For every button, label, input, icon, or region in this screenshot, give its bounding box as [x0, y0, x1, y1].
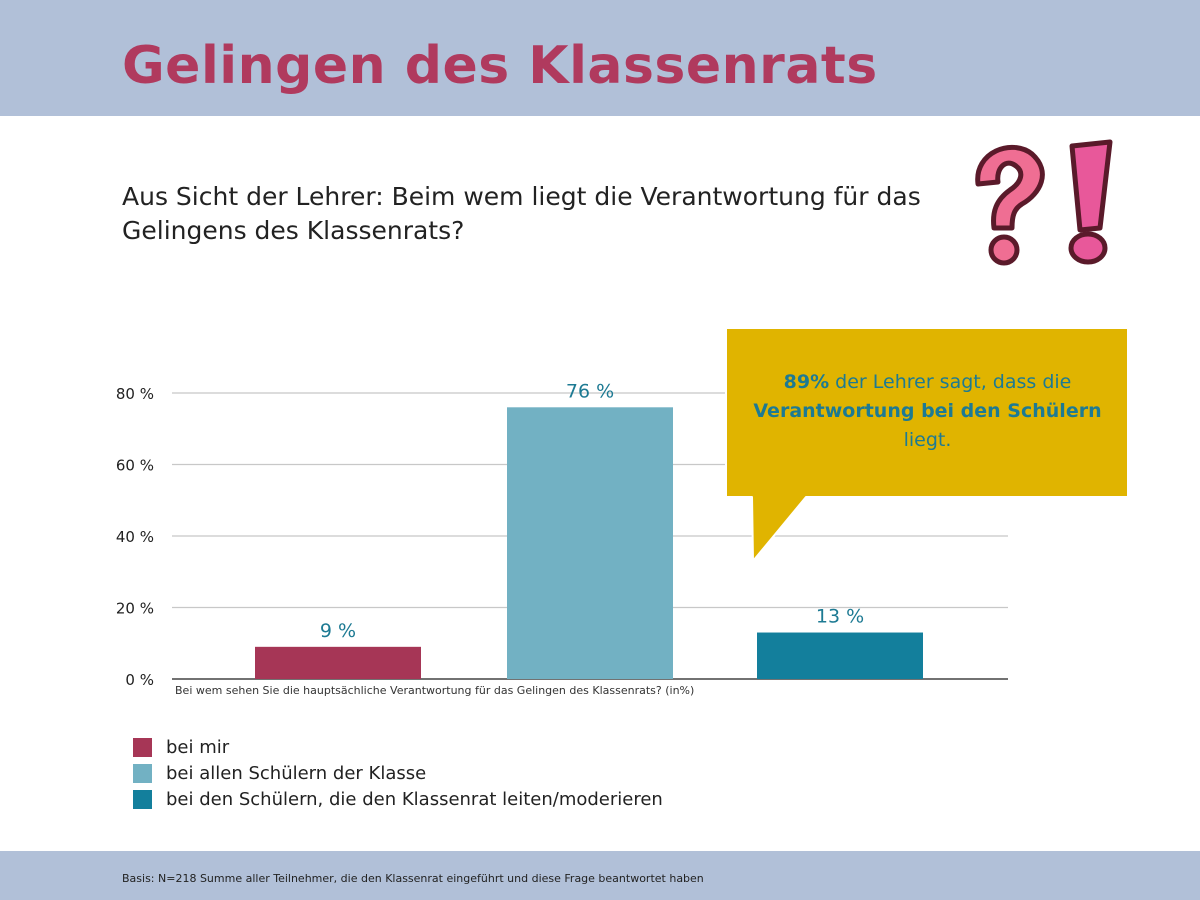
callout-percent: 89% [783, 371, 830, 393]
y-tick-label: 20 % [116, 600, 154, 618]
question-exclamation-icon [975, 139, 1113, 266]
header-band [0, 0, 1200, 116]
callout-text: 89% der Lehrer sagt, dass die Verantwort… [740, 368, 1115, 455]
chart-subtitle: Aus Sicht der Lehrer: Beim wem liegt die… [122, 182, 921, 245]
legend-item-bei-mir: bei mir [133, 734, 663, 760]
legend-label: bei allen Schülern der Klasse [166, 762, 427, 784]
bar-value-label: 9 % [320, 620, 356, 642]
bar [507, 407, 673, 679]
y-tick-label: 40 % [116, 528, 154, 546]
footer-band [0, 851, 1200, 900]
callout-emphasis: Verantwortung bei den Schülern [753, 400, 1102, 422]
footnote: Basis: N=218 Summe aller Teilnehmer, die… [122, 872, 704, 885]
legend-label: bei mir [166, 736, 230, 758]
y-tick-label: 60 % [116, 457, 154, 475]
y-tick-label: 0 % [125, 671, 154, 689]
callout-text-2: liegt. [903, 429, 952, 451]
bar-chart: 0 % 20 % 40 % 60 % 80 % 9 % 76 % 13 % [116, 327, 1129, 689]
callout-text-1: der Lehrer sagt, dass die [829, 371, 1072, 393]
legend-item-leitende-schueler: bei den Schülern, die den Klassenrat lei… [133, 786, 663, 812]
legend-label: bei den Schülern, die den Klassenrat lei… [166, 788, 663, 810]
page-title: Gelingen des Klassenrats [122, 36, 878, 96]
legend-swatch [133, 737, 152, 757]
y-tick-label: 80 % [116, 385, 154, 403]
callout-bubble [725, 327, 1129, 562]
bar-value-label: 13 % [816, 606, 864, 628]
bar-value-label: 76 % [566, 380, 614, 402]
bar [255, 646, 421, 679]
legend: bei mir bei allen Schülern der Klasse be… [133, 734, 663, 812]
bar [757, 632, 923, 679]
legend-item-alle-schueler: bei allen Schülern der Klasse [133, 760, 663, 786]
legend-swatch [133, 763, 152, 783]
legend-swatch [133, 789, 152, 809]
x-axis-caption: Bei wem sehen Sie die hauptsächliche Ver… [175, 684, 695, 697]
